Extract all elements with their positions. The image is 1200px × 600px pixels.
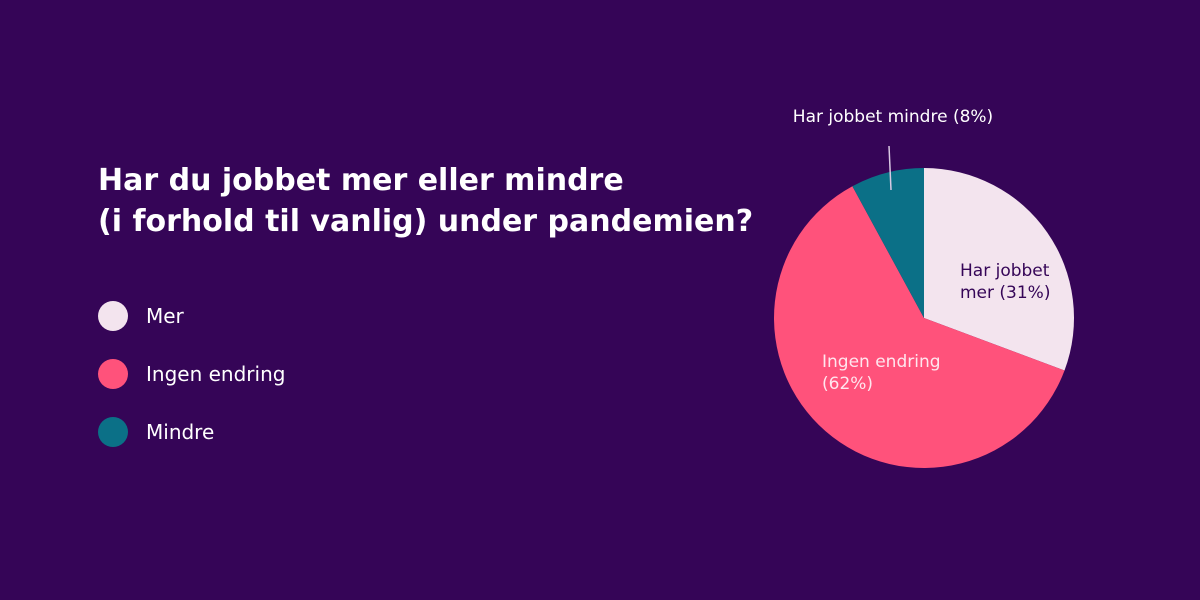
- legend-item-mer: Mer: [98, 300, 285, 332]
- slice-label-line: mer (31%): [960, 283, 1050, 303]
- slice-label-line: Har jobbet mindre (8%): [793, 107, 993, 127]
- legend-swatch-ingen-endring: [98, 359, 128, 389]
- pie-labels: Har jobbet mer (31%) Ingen endring (62%) Har…: [793, 107, 1051, 394]
- chart-title-line-2: (i forhold til vanlig) under pandemien?: [98, 204, 754, 239]
- legend-label-ingen-endring: Ingen endring: [146, 362, 286, 386]
- pie-slices: [774, 168, 1075, 469]
- pie-slice-ingen-endring: [774, 186, 1065, 469]
- legend-label-mindre: Mindre: [146, 420, 215, 444]
- pie-slice-mer: [924, 168, 1075, 371]
- slice-label-ingen-endring: Ingen endring (62%): [822, 352, 941, 394]
- legend-swatch-mindre: [98, 417, 128, 447]
- legend-item-mindre: Mindre: [98, 416, 285, 448]
- slice-label-mindre: Har jobbet mindre (8%): [793, 107, 993, 127]
- slice-label-line: Har jobbet: [960, 261, 1050, 281]
- legend: Mer Ingen endring Mindre: [98, 300, 285, 474]
- slice-label-line: Ingen endring: [822, 352, 941, 372]
- legend-swatch-mer: [98, 301, 128, 331]
- leader-line-mindre: [888, 145, 892, 191]
- legend-label-mer: Mer: [146, 304, 184, 328]
- legend-item-ingen-endring: Ingen endring: [98, 358, 285, 390]
- pie-slice-mindre: [852, 168, 924, 318]
- slice-label-mer: Har jobbet mer (31%): [960, 261, 1050, 303]
- slice-label-line: (62%): [822, 374, 873, 394]
- chart-title: Har du jobbet mer eller mindre (i forhol…: [98, 160, 754, 242]
- chart-title-line-1: Har du jobbet mer eller mindre: [98, 163, 624, 198]
